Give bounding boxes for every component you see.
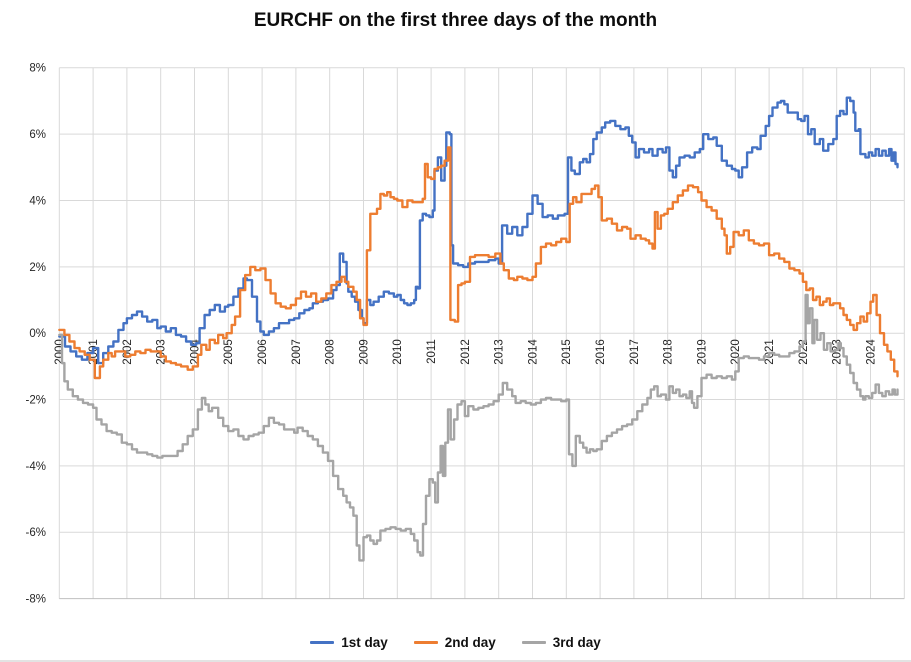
legend-line-swatch-orange bbox=[413, 641, 438, 644]
legend-item-3rd-day: 3rd day bbox=[521, 635, 601, 650]
series-line-3rd-day bbox=[58, 293, 899, 562]
y-axis-tick-label: -4% bbox=[26, 461, 46, 473]
x-axis-tick-label: 2019 bbox=[696, 339, 708, 365]
legend-label: 1st day bbox=[341, 635, 388, 650]
x-axis-tick-label: 2012 bbox=[460, 339, 472, 365]
y-axis-tick-label: 8% bbox=[29, 63, 46, 75]
legend-line-swatch-gray bbox=[521, 641, 546, 644]
y-axis-tick-label: 4% bbox=[29, 195, 46, 207]
y-axis-tick-label: 0% bbox=[29, 328, 46, 340]
y-axis-tick-label: -6% bbox=[26, 527, 46, 539]
x-axis-tick-label: 2013 bbox=[494, 339, 506, 365]
y-axis-tick-label: -2% bbox=[26, 394, 46, 406]
x-axis-tick-label: 2017 bbox=[629, 339, 641, 365]
x-axis-tick-label: 2002 bbox=[122, 339, 134, 365]
x-axis-tick-label: 2007 bbox=[291, 339, 303, 365]
y-axis-tick-label: -8% bbox=[26, 594, 46, 606]
x-axis-tick-label: 2014 bbox=[527, 339, 539, 365]
series-line-2nd-day bbox=[58, 146, 899, 380]
x-axis-tick-label: 2018 bbox=[663, 339, 675, 365]
legend-label: 3rd day bbox=[552, 635, 601, 650]
legend-line-swatch-blue bbox=[310, 641, 335, 644]
y-axis-tick-label: 2% bbox=[29, 262, 46, 274]
x-axis-tick-label: 2000 bbox=[54, 339, 66, 365]
legend-item-2nd-day: 2nd day bbox=[413, 635, 496, 650]
chart-legend: 1st day 2nd day 3rd day bbox=[0, 635, 911, 650]
x-axis-tick-label: 2016 bbox=[595, 339, 607, 365]
x-axis-tick-label: 2010 bbox=[392, 339, 404, 365]
x-axis-tick-label: 2006 bbox=[257, 339, 269, 365]
legend-item-1st-day: 1st day bbox=[310, 635, 388, 650]
series-line-1st-day bbox=[58, 96, 899, 365]
x-axis-tick-label: 2020 bbox=[730, 339, 742, 365]
x-axis-tick-label: 2005 bbox=[223, 339, 235, 365]
x-axis-tick-label: 2015 bbox=[561, 339, 573, 365]
chart-title: EURCHF on the first three days of the mo… bbox=[253, 10, 658, 31]
x-axis-tick-label: 2011 bbox=[426, 339, 438, 364]
legend-label: 2nd day bbox=[444, 635, 496, 650]
x-axis-tick-label: 2024 bbox=[865, 339, 877, 365]
x-axis-tick-label: 2008 bbox=[325, 339, 337, 365]
x-axis-tick-label: 2009 bbox=[358, 339, 370, 365]
y-axis-tick-label: 6% bbox=[29, 129, 46, 141]
